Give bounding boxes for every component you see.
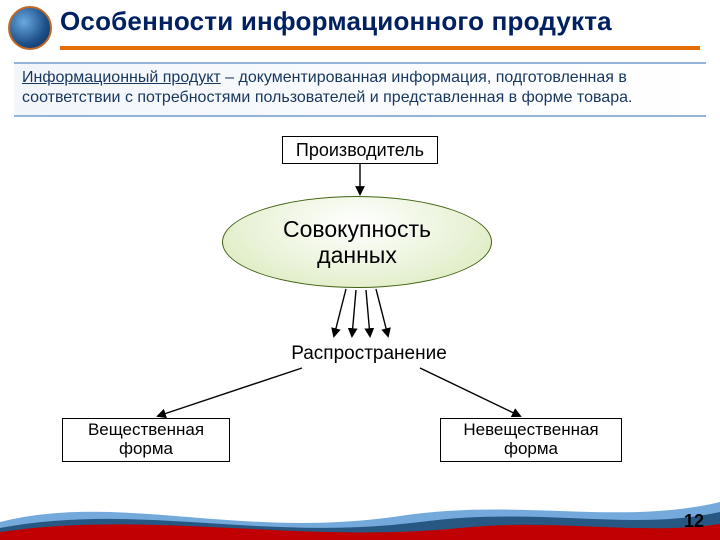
node-producer-label: Производитель [296,140,424,161]
arrow-fan-4 [376,289,388,336]
node-producer: Производитель [282,136,438,164]
node-form-right-line2: форма [504,440,558,459]
node-form-left-line1: Вещественная [88,421,204,440]
page-title: Особенности информационного продукта [60,6,700,37]
arrow-fan-1 [334,289,346,336]
logo [8,6,52,50]
footer-waves [0,482,720,540]
arrow-fan-3 [366,290,370,336]
page-number: 12 [684,511,704,532]
definition-box: Информационный продукт – документированн… [14,62,706,117]
node-form-right: Невещественная форма [440,418,622,462]
node-spread: Распространение [274,340,464,368]
node-form-right-line1: Невещественная [463,421,598,440]
node-aggregate-line1: Совокупность [283,216,431,242]
node-form-left-line2: форма [119,440,173,459]
node-aggregate-line2: данных [317,242,397,268]
node-form-left: Вещественная форма [62,418,230,462]
definition-term: Информационный продукт [22,69,221,86]
node-aggregate: Совокупность данных [222,196,492,288]
arrow-fan-2 [352,290,356,336]
arrow-spread-left [158,368,302,416]
title-underline [60,46,700,50]
node-spread-label: Распространение [291,343,447,365]
arrow-spread-right [420,368,520,416]
